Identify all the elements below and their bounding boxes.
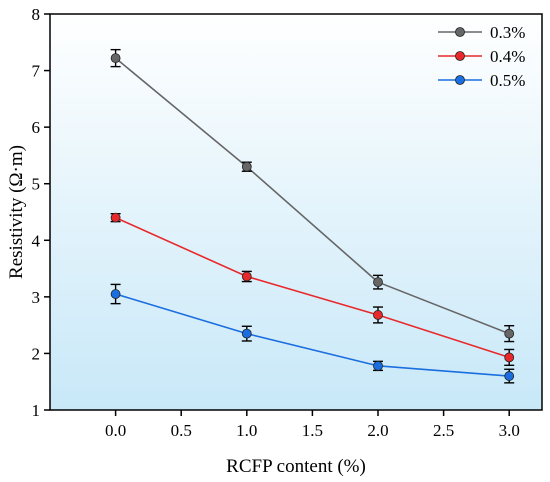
y-axis-label: Resistivity (Ω·m): [6, 145, 27, 279]
data-point: [241, 328, 252, 339]
data-point: [110, 289, 121, 299]
plot-area: [50, 14, 542, 410]
y-tick-label: 3: [32, 288, 41, 307]
series-2: [110, 283, 515, 384]
legend-marker: [455, 75, 465, 85]
y-tick-label: 1: [32, 401, 41, 420]
series-1: [110, 212, 515, 367]
x-axis-label: RCFP content (%): [226, 456, 366, 477]
data-point: [110, 212, 121, 223]
plot-frame: [49, 13, 543, 411]
data-point: [373, 277, 383, 288]
legend-label: 0.5%: [490, 71, 525, 90]
x-tick-label: 1.0: [236, 421, 257, 440]
data-point: [504, 328, 515, 339]
x-tick-label: 2.0: [367, 421, 388, 440]
y-tick-label: 4: [32, 231, 41, 250]
legend-marker: [455, 27, 465, 37]
y-tick-label: 8: [32, 5, 41, 24]
x-tick-label: 3.0: [499, 421, 520, 440]
data-point: [241, 271, 252, 282]
x-tick-label: 0.5: [171, 421, 192, 440]
y-tick-label: 7: [32, 62, 41, 81]
series-line: [115, 216, 510, 359]
legend: 0.3% 0.4% 0.5%: [438, 23, 525, 90]
series-line: [115, 57, 510, 335]
x-tick-label: 1.5: [302, 421, 323, 440]
x-tick-label: 2.5: [433, 421, 454, 440]
series-line: [115, 293, 510, 377]
legend-marker: [455, 51, 465, 61]
data-point: [373, 310, 383, 320]
y-tick-label: 2: [32, 344, 41, 363]
y-tick-label: 5: [32, 175, 41, 194]
y-tick-label: 6: [32, 118, 41, 137]
data-point: [504, 352, 515, 363]
data-point: [504, 371, 515, 381]
legend-label: 0.4%: [490, 47, 525, 66]
legend-label: 0.3%: [490, 23, 525, 42]
series-0: [110, 48, 515, 343]
x-tick-label: 0.0: [105, 421, 126, 440]
data-point: [241, 161, 252, 172]
data-point: [110, 53, 121, 64]
data-point: [373, 360, 383, 371]
